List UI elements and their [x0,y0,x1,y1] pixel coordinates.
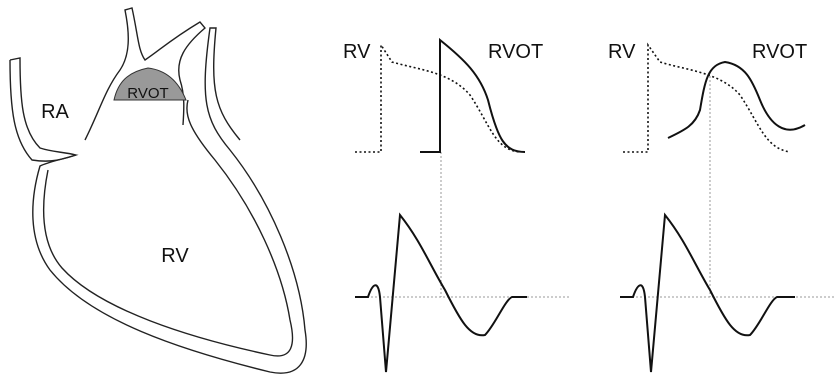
panel-label-left: RV [343,41,371,63]
panel-label-right: RVOT [752,41,807,63]
rvot-pressure-curve [668,62,805,138]
timing-guide [620,72,835,297]
timing-guide [355,152,570,297]
figure: RA RVOT RV RV RVOT RV RVOT [0,0,835,380]
rv-label: RV [161,245,189,267]
panel-label-left: RV [608,41,636,63]
ecg-curve [620,215,795,372]
heart-diagram: RA RVOT RV [10,8,306,373]
rv-inner-wall [44,100,293,356]
panel-label-right: RVOT [488,41,543,63]
rvot-label: RVOT [127,85,168,102]
ra-label: RA [41,101,69,123]
panel-normal: RV RVOT [343,40,570,372]
panel-delayed: RV RVOT [608,41,835,372]
